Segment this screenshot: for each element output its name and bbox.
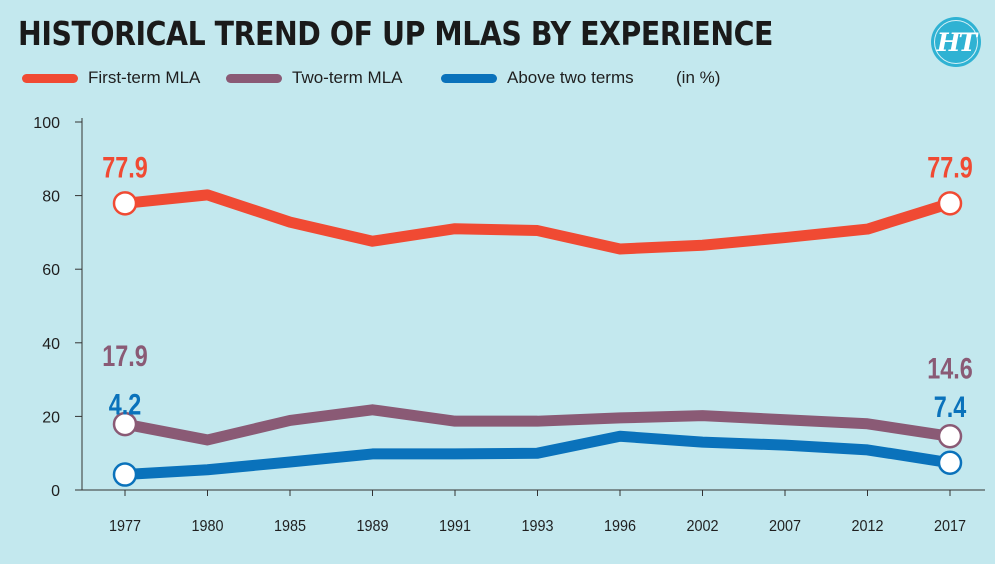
data-point-marker [112, 191, 138, 216]
y-tick-label: 100 [33, 115, 60, 132]
x-tick-label: 1996 [604, 517, 636, 535]
x-tick-label: 1985 [274, 517, 306, 535]
chart-title: HISTORICAL TREND OF UP MLAS BY EXPERIENC… [18, 14, 774, 53]
x-tick-label: 1993 [521, 517, 553, 535]
y-tick-label: 0 [51, 483, 60, 500]
x-tick-label: 2007 [769, 517, 801, 535]
y-tick-label: 20 [42, 409, 60, 426]
y-tick-label: 40 [42, 336, 60, 353]
data-label: 4.2 [109, 388, 142, 421]
x-tick-label: 2002 [686, 517, 718, 535]
data-point-marker [112, 462, 138, 487]
series-line-2 [119, 430, 956, 481]
legend-unit: (in %) [676, 68, 721, 87]
legend-label-first-term: First-term MLA [88, 68, 201, 87]
x-tick-label: 1991 [439, 517, 471, 535]
series-line-0 [119, 189, 956, 255]
data-label: 77.9 [102, 151, 148, 184]
x-tick-label: 2012 [851, 517, 883, 535]
legend-swatch-two-term [226, 73, 282, 83]
data-point-marker [937, 450, 963, 476]
series-line-1 [119, 404, 956, 446]
x-tick-label: 1977 [109, 517, 141, 535]
x-tick-label: 1980 [191, 517, 223, 535]
data-label: 7.4 [934, 390, 967, 423]
x-tick-label: 1989 [356, 517, 388, 535]
data-label: 14.6 [927, 352, 973, 385]
legend-item-above-two: Above two terms [441, 68, 634, 88]
data-point-marker [937, 424, 963, 449]
legend-swatch-first-term [22, 73, 78, 83]
data-label: 17.9 [102, 339, 148, 372]
y-tick-label: 60 [42, 262, 60, 279]
legend-label-two-term: Two-term MLA [292, 68, 403, 87]
ht-logo: HT [931, 17, 981, 67]
legend-item-first-term: First-term MLA [22, 68, 200, 88]
legend-item-two-term: Two-term MLA [226, 68, 403, 88]
legend-label-above-two: Above two terms [507, 68, 634, 87]
data-label: 77.9 [927, 151, 973, 184]
logo-ring [934, 20, 978, 64]
legend-swatch-above-two [441, 73, 497, 83]
data-point-marker [112, 411, 138, 437]
data-point-marker [937, 191, 963, 216]
y-tick-label: 80 [42, 189, 60, 206]
x-tick-label: 2017 [934, 517, 966, 535]
